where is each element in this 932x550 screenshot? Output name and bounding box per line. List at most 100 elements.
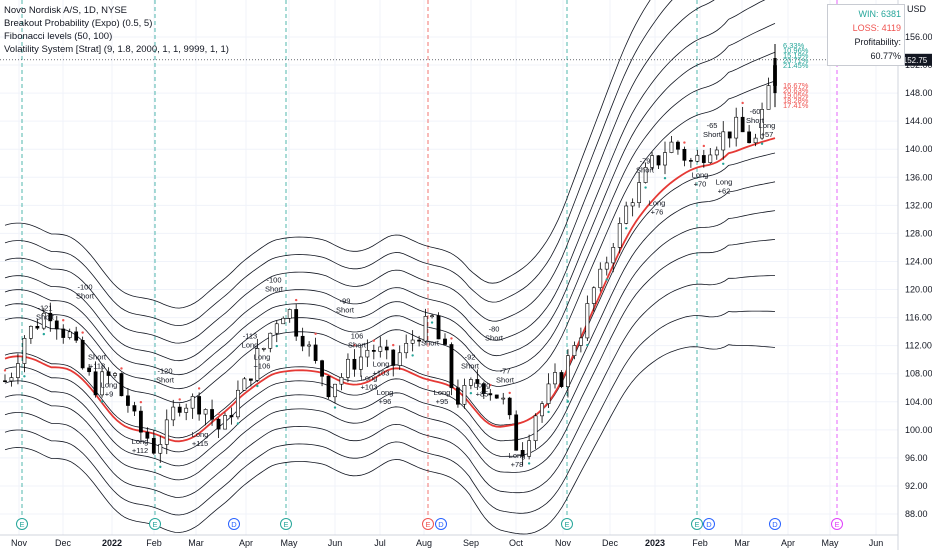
candle-body <box>449 344 454 389</box>
trade-label-sub: Short <box>703 130 722 139</box>
time-tick-label: Nov <box>11 538 28 548</box>
fib-up-label: 20.71% <box>783 56 809 65</box>
band-line <box>4 239 776 481</box>
candle-body <box>663 152 667 166</box>
candle-body <box>216 418 221 430</box>
candle-body <box>313 344 318 361</box>
event-marker-letter: D <box>231 520 237 529</box>
candle-body <box>339 377 344 385</box>
time-tick-label: Mar <box>188 538 204 548</box>
breakout-dot <box>741 101 744 105</box>
event-marker-e <box>561 518 573 530</box>
trade-label-sub: +57 <box>761 130 774 139</box>
candle-body <box>203 409 208 415</box>
candle-body <box>177 406 182 413</box>
trade-label: Long <box>509 451 526 460</box>
trade-label-sub: Short <box>348 341 367 350</box>
breakout-dot <box>527 462 531 465</box>
candle-body <box>113 373 117 376</box>
breakout-dot <box>120 367 123 370</box>
event-marker-d <box>435 518 447 530</box>
price-tick-label: 128.00 <box>905 228 932 238</box>
event-marker-letter: E <box>152 520 157 529</box>
candle-body <box>546 383 551 404</box>
fib-down-label: 16.67% <box>783 81 809 90</box>
candle-body <box>229 415 234 418</box>
trade-label-sub: Short <box>485 334 504 343</box>
candle-body <box>100 371 104 396</box>
breakout-dot <box>42 332 46 336</box>
candle-body <box>727 131 732 139</box>
time-axis[interactable]: Nov Dec 2022 Feb Mar Apr May Jun Jul Aug Sep Oct Nov… <box>0 534 898 548</box>
candle-body <box>430 315 434 318</box>
candle-body <box>300 335 305 347</box>
candle-body <box>119 373 124 397</box>
candle-body <box>559 372 564 387</box>
candle-body <box>274 323 279 334</box>
fib-up-label: 10.96% <box>783 46 809 55</box>
price-tick-label: 148.00 <box>905 88 932 98</box>
event-marker-letter: D <box>438 520 444 529</box>
trade-label: -99 <box>340 297 351 306</box>
candle-body <box>676 141 680 150</box>
breakout-dot <box>586 343 589 347</box>
breakout-dot <box>392 343 395 347</box>
candle-body <box>384 346 389 351</box>
time-tick-label: Jun <box>328 538 343 548</box>
indicator-volatility[interactable]: Volatility System [Strat] (9, 1.8, 2000,… <box>4 44 229 55</box>
candle-body <box>740 116 745 133</box>
candle-body <box>261 348 266 350</box>
trade-label: Long <box>716 177 733 186</box>
price-tick-label: 96.00 <box>905 453 928 463</box>
candle-body <box>669 141 674 153</box>
price-axis[interactable]: 156.00152.00148.00144.00140.00136.00132.… <box>897 0 932 550</box>
breakout-dot <box>508 391 511 395</box>
loss-count: LOSS: 4119 <box>852 23 901 33</box>
candle-body <box>74 331 79 341</box>
breakout-dot <box>236 422 240 425</box>
candle-body <box>87 367 92 373</box>
breakout-dot <box>469 391 473 395</box>
candle-body <box>585 303 590 339</box>
band-line <box>4 0 766 362</box>
fib-up-label: 15.19% <box>783 51 809 60</box>
candle-body <box>41 312 46 329</box>
candle-body <box>210 409 214 420</box>
trade-label: Long <box>132 437 149 446</box>
fib-up-label: 21.45% <box>783 61 809 70</box>
trade-label: -100 <box>266 276 281 285</box>
time-tick-label: Dec <box>602 538 619 548</box>
candle-body <box>378 346 383 352</box>
fib-down-label: 19.05% <box>783 91 809 100</box>
breakout-dot <box>760 142 764 145</box>
event-marker-e <box>422 518 434 530</box>
midline <box>4 137 776 443</box>
trade-label: 106 <box>351 332 364 341</box>
trade-label-sub: +112 <box>132 446 148 455</box>
price-tick-label: 108.00 <box>905 369 932 379</box>
candle-body <box>242 378 247 391</box>
trade-markers <box>3 101 764 469</box>
breakout-dot <box>489 383 492 387</box>
symbol-title[interactable]: Novo Nordisk A/S, 1D, NYSE <box>4 5 128 16</box>
candle-body <box>307 344 312 347</box>
breakout-dot <box>683 141 686 144</box>
trade-label: Long <box>649 198 666 207</box>
candle-body <box>80 340 85 369</box>
price-tag-text: 152.75 <box>903 56 928 65</box>
candle-body <box>294 309 299 337</box>
candle-body <box>61 328 66 338</box>
candle-body <box>16 363 20 378</box>
indicator-fibonacci[interactable]: Fibonacci levels (50, 100) <box>4 31 113 42</box>
event-marker-letter: E <box>834 520 839 529</box>
candle-body <box>48 312 53 322</box>
candle-body <box>35 325 40 329</box>
candle-body <box>54 320 59 330</box>
candle-body <box>714 149 719 156</box>
indicator-breakout[interactable]: Breakout Probability (Expo) (0.5, 5) <box>4 18 153 29</box>
price-tick-label: 112.00 <box>905 341 932 351</box>
candle-body <box>248 378 253 381</box>
breakout-dot <box>159 465 162 469</box>
candle-body <box>773 58 777 94</box>
